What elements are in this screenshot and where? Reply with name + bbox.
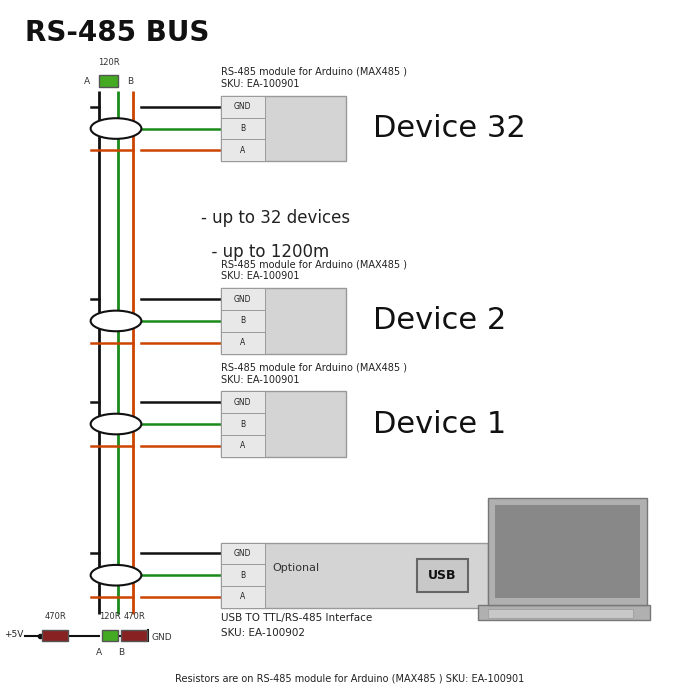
Text: GND: GND	[152, 633, 172, 642]
Text: A: A	[240, 442, 245, 451]
Text: A: A	[84, 77, 90, 86]
Bar	[221, 96, 265, 117]
Text: SKU: EA-100902: SKU: EA-100902	[221, 629, 305, 638]
Text: Device 2: Device 2	[373, 306, 506, 335]
Bar	[495, 505, 640, 598]
Text: SKU: EA-100901: SKU: EA-100901	[221, 79, 299, 89]
Ellipse shape	[91, 118, 141, 139]
Bar	[221, 117, 265, 139]
Text: SKU: EA-100901: SKU: EA-100901	[221, 271, 299, 282]
Text: RS-485 BUS: RS-485 BUS	[25, 19, 209, 46]
Text: B: B	[127, 77, 133, 86]
Bar	[488, 609, 633, 618]
Bar	[221, 564, 265, 586]
Text: RS-485 module for Arduino (MAX485 ): RS-485 module for Arduino (MAX485 )	[221, 259, 407, 269]
Bar	[221, 288, 346, 353]
Ellipse shape	[91, 310, 141, 331]
Text: GND: GND	[234, 549, 251, 558]
Bar	[221, 413, 265, 435]
Text: Resistors are on RS-485 module for Arduino (MAX485 ) SKU: EA-100901: Resistors are on RS-485 module for Ardui…	[175, 673, 524, 683]
Text: 120R: 120R	[98, 58, 119, 67]
Text: GND: GND	[234, 397, 251, 407]
Text: B: B	[240, 124, 245, 133]
Text: RS-485 module for Arduino (MAX485 ): RS-485 module for Arduino (MAX485 )	[221, 362, 407, 372]
Text: GND: GND	[234, 102, 251, 111]
Text: A: A	[240, 593, 245, 602]
Bar	[221, 96, 346, 161]
Bar	[99, 75, 118, 88]
Text: USB: USB	[428, 569, 457, 582]
Text: B: B	[240, 420, 245, 428]
Bar	[221, 288, 265, 310]
Text: B: B	[240, 571, 245, 580]
Ellipse shape	[91, 414, 141, 434]
Text: B: B	[240, 317, 245, 326]
Text: B: B	[119, 648, 125, 657]
Ellipse shape	[91, 565, 141, 586]
Bar	[221, 391, 265, 413]
Bar	[478, 604, 650, 620]
Text: Optional: Optional	[273, 563, 320, 573]
Bar	[42, 630, 68, 641]
Text: RS-485 module for Arduino (MAX485 ): RS-485 module for Arduino (MAX485 )	[221, 67, 407, 77]
Bar	[221, 310, 265, 332]
Bar	[221, 542, 265, 564]
Text: SKU: EA-100901: SKU: EA-100901	[221, 375, 299, 384]
Bar	[221, 391, 346, 457]
Bar	[417, 559, 468, 592]
Text: Device 32: Device 32	[373, 114, 526, 143]
Text: Device 1: Device 1	[373, 410, 506, 439]
Bar	[103, 630, 118, 641]
Bar	[121, 630, 147, 641]
Bar	[221, 139, 265, 161]
Text: GND: GND	[234, 295, 251, 304]
Text: USB TO TTL/RS-485 Interface: USB TO TTL/RS-485 Interface	[221, 613, 372, 623]
Text: 120R: 120R	[99, 612, 121, 621]
Bar	[221, 586, 265, 608]
Bar	[221, 542, 488, 608]
Text: A: A	[96, 648, 102, 657]
Text: A: A	[240, 146, 245, 155]
Text: - up to 1200m: - up to 1200m	[200, 244, 329, 262]
Text: 470R: 470R	[123, 612, 145, 621]
Bar	[488, 498, 647, 604]
Text: 470R: 470R	[44, 612, 66, 621]
Text: +5V: +5V	[4, 630, 23, 639]
Text: A: A	[240, 338, 245, 347]
Bar	[221, 332, 265, 353]
Bar	[221, 435, 265, 457]
Text: - up to 32 devices: - up to 32 devices	[200, 209, 350, 227]
